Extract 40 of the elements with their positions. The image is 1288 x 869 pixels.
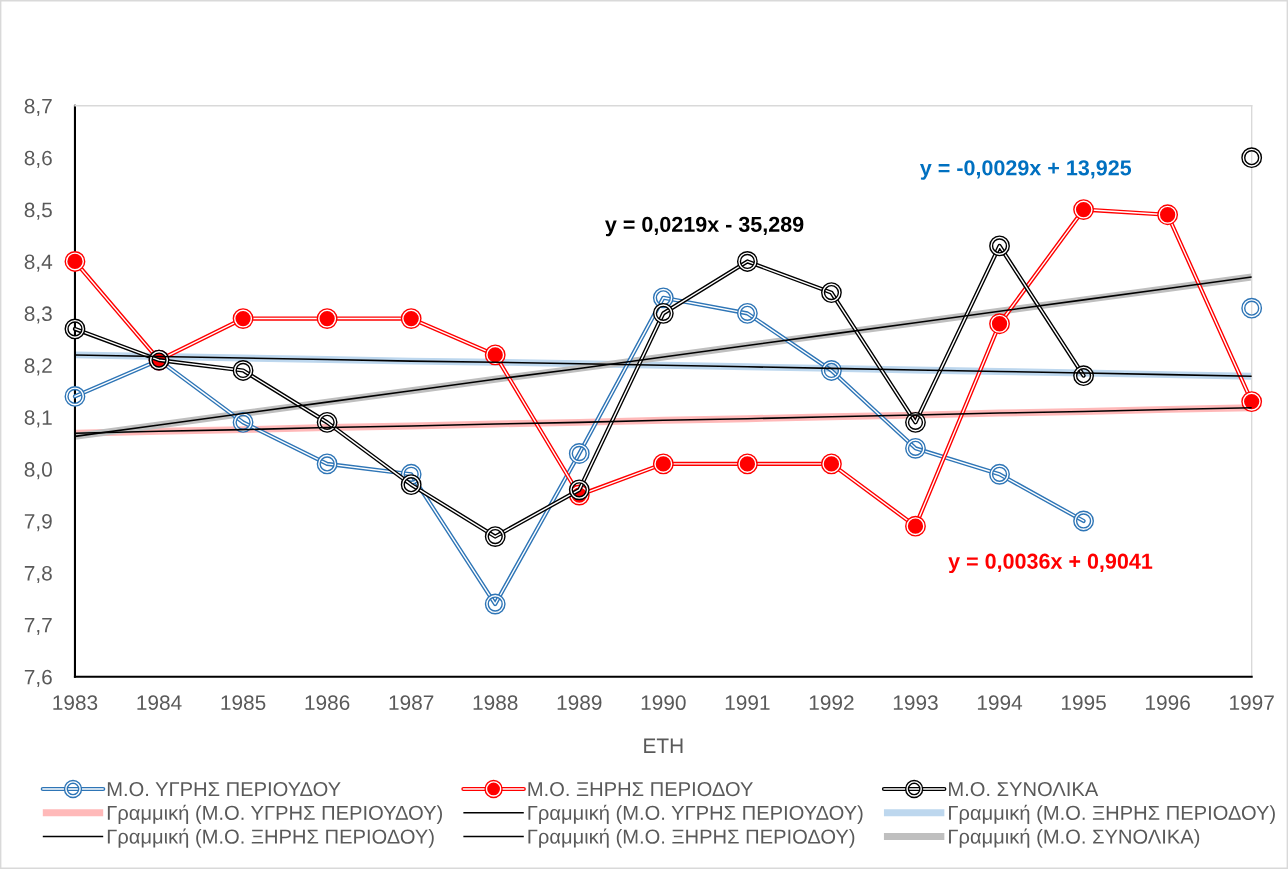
y-tick-label: 8,1 [24,410,52,428]
y-tick-label: 8,3 [24,306,52,324]
legend-label: Μ.Ο. ΞΗΡΗΣ ΠΕΡΙΟΔΟΥ [528,781,753,797]
x-tick-label: 1995 [1061,695,1106,711]
y-tick-label: 7,9 [24,513,52,532]
annotation: y = 0,0036x + 0,9041 [948,553,1153,574]
x-tick-label: 1994 [977,695,1023,711]
x-tick-label: 1992 [809,695,854,711]
legend-label: Γραμμική (Μ.Ο. ΥΓΡΗΣ ΠΕΡΙΟΥΔΟΥ) [107,804,442,824]
y-tick-label: 8,4 [24,254,53,272]
legend-label: Μ.Ο. ΥΓΡΗΣ ΠΕΡΙΟΥΔΟΥ [107,781,341,797]
x-tick-label: 1989 [557,695,602,711]
annotation: y = 0,0219x - 35,289 [605,216,804,237]
legend-label: Γραμμική (Μ.Ο. ΣΥΝΟΛΙΚΑ) [949,828,1200,848]
x-tick-label: 1993 [893,695,938,711]
annotation: y = -0,0029x + 13,925 [919,160,1132,180]
y-tick-label: 8,2 [24,358,52,376]
x-tick-label: 1985 [221,695,266,711]
legend-label: Γραμμική (Μ.Ο. ΞΗΡΗΣ ΠΕΡΙΟΔΟΥ) [949,804,1275,824]
y-tick-label: 7,8 [24,565,52,584]
x-tick-label: 1984 [137,695,182,711]
y-tick-label: 8,6 [24,150,52,168]
y-tick-label: 8,0 [24,462,52,480]
legend-label: Γραμμική (Μ.Ο. ΞΗΡΗΣ ΠΕΡΙΟΔΟΥ) [528,828,855,848]
legend-label: Μ.Ο. ΣΥΝΟΛΙΚΑ [949,781,1099,797]
y-tick-label: 8,7 [24,98,52,116]
y-tick-label: 8,5 [24,202,52,220]
x-tick-label: 1986 [305,695,350,711]
x-tick-label: 1997 [1230,695,1274,711]
x-tick-label: 1996 [1146,695,1190,711]
legend-label: Γραμμική (Μ.Ο. ΥΓΡΗΣ ΠΕΡΙΟΥΔΟΥ) [528,804,863,824]
legend-label: Γραμμική (Μ.Ο. ΞΗΡΗΣ ΠΕΡΙΟΔΟΥ) [107,828,434,848]
x-axis-title: ΕΤΗ [644,738,683,753]
x-tick-label: 1987 [389,695,434,711]
x-tick-label: 1990 [641,695,686,711]
x-tick-label: 1988 [473,695,518,711]
x-tick-label: 1983 [53,695,98,711]
x-tick-label: 1991 [725,695,770,711]
y-tick-label: 7,7 [24,618,52,635]
y-tick-label: 7,6 [24,669,52,687]
